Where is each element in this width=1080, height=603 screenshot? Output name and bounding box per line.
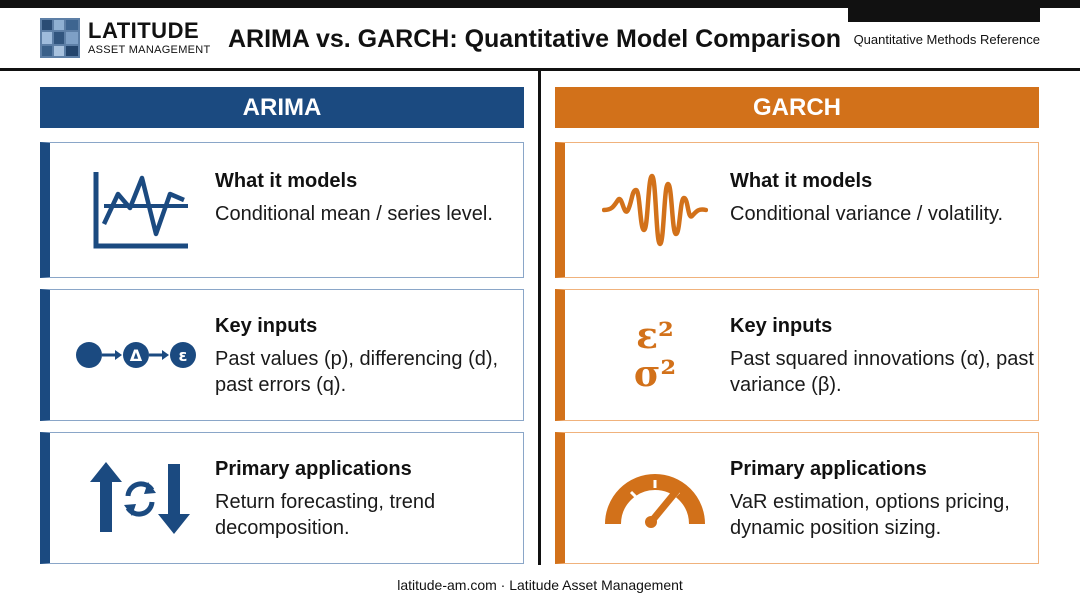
epsilon-label: ε <box>179 346 188 365</box>
card-title: Key inputs <box>730 315 833 337</box>
epsilon-sigma-squared-icon: ε² σ² <box>595 290 715 420</box>
garch-card-inputs: ε² σ² Key inputs Past squared innovation… <box>555 289 1039 421</box>
card-body: Return forecasting, trend decomposition. <box>215 491 436 539</box>
column-divider <box>538 71 541 565</box>
arima-card-inputs: Δ ε Key inputs Past values (p), differen… <box>40 289 524 421</box>
arima-heading: ARIMA <box>40 87 524 128</box>
differencing-flow-icon: Δ ε <box>76 342 196 368</box>
header: LATITUDE ASSET MANAGEMENT ARIMA vs. GARC… <box>0 8 1080 70</box>
arima-card-models: What it models Conditional mean / series… <box>40 142 524 278</box>
card-body: Past squared innovations (α), past varia… <box>730 348 1034 396</box>
top-tab-block <box>848 8 1040 22</box>
page-title: ARIMA vs. GARCH: Quantitative Model Comp… <box>228 25 842 53</box>
footer: latitude-am.com · Latitude Asset Managem… <box>397 577 683 593</box>
logo-icon <box>40 18 80 58</box>
top-bar <box>0 0 1080 8</box>
card-title: Primary applications <box>730 458 927 480</box>
garch-card-models: What it models Conditional variance / vo… <box>555 142 1039 278</box>
card-body: Conditional variance / volatility. <box>730 203 1004 225</box>
trend-arrows-icon <box>90 462 190 534</box>
card-title: Primary applications <box>215 458 412 480</box>
reference-label: Quantitative Methods Reference <box>853 32 1040 47</box>
card-title: What it models <box>215 170 358 192</box>
card-title: Key inputs <box>215 315 318 337</box>
logo-name: LATITUDE <box>88 18 200 43</box>
garch-heading: GARCH <box>555 87 1039 128</box>
volatility-wave-icon <box>602 173 708 247</box>
gauge-icon <box>605 474 705 528</box>
delta-label: Δ <box>130 346 143 365</box>
epsilon-squared-symbol: ε² <box>636 315 674 357</box>
card-title: What it models <box>730 170 873 192</box>
header-divider <box>0 68 1080 71</box>
garch-card-applications: Primary applications VaR estimation, opt… <box>555 432 1039 564</box>
card-body: Past values (p), differencing (d), past … <box>215 348 499 396</box>
logo-subtitle: ASSET MANAGEMENT <box>88 44 211 56</box>
card-body: VaR estimation, options pricing, dynamic… <box>730 491 1010 539</box>
sigma-squared-symbol: σ² <box>633 353 677 395</box>
line-chart-icon <box>93 172 188 249</box>
card-body: Conditional mean / series level. <box>215 203 493 225</box>
arima-card-applications: Primary applications Return forecasting,… <box>40 432 524 564</box>
